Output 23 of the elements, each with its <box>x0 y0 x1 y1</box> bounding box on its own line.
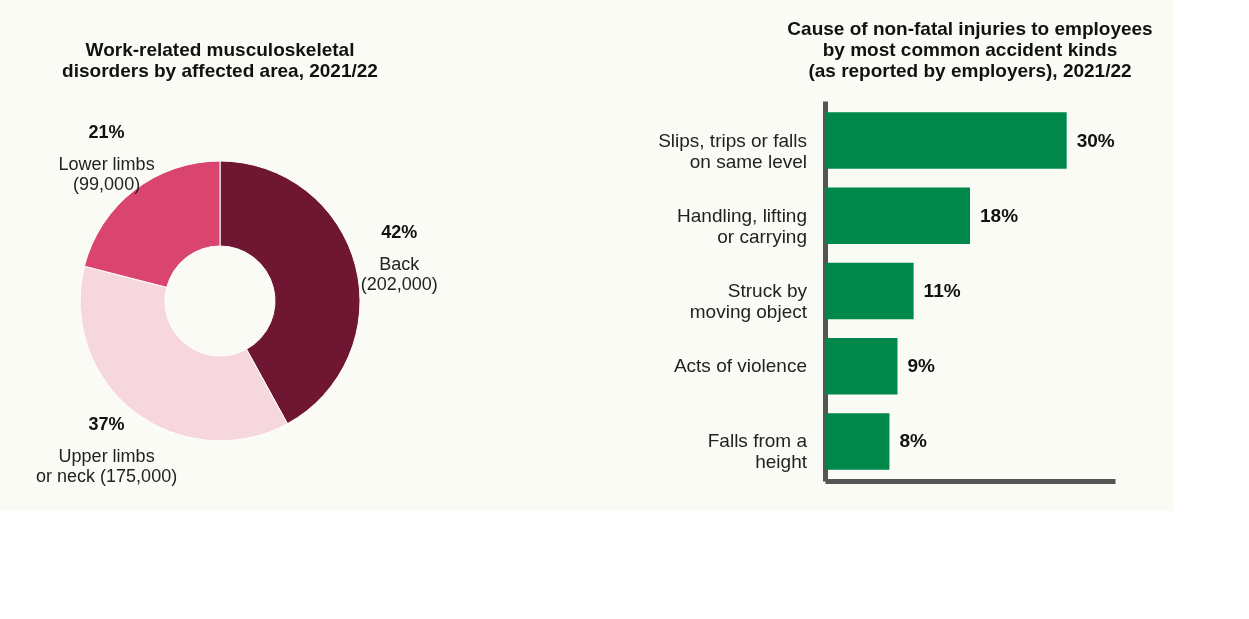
bar <box>825 413 890 470</box>
data-label: 11% <box>923 280 961 301</box>
category-label: Struck by moving object <box>689 280 807 322</box>
data-label: 21% <box>88 121 125 142</box>
category-label: Acts of violence <box>673 355 807 377</box>
bar <box>825 112 1067 169</box>
slice-label: Lower limbs (99,000) <box>58 153 155 194</box>
data-label: 37% <box>88 414 125 435</box>
chart-title: Work-related musculoskeletal disorders by affected area, 2021/22 <box>62 39 378 81</box>
slice-label: Upper limbs or neck (175,000) <box>36 446 178 487</box>
data-label: 42% <box>381 221 418 242</box>
chart-title: Cause of non-fatal injuries to employees by most common accident kinds (as reported by employers), 2021/22 <box>787 18 1153 81</box>
data-label: 8% <box>899 430 928 452</box>
slice-label: Back (202,000) <box>360 253 438 294</box>
category-label: Slips, trips or falls on same level <box>658 129 807 172</box>
bar <box>825 262 914 320</box>
category-label: Falls from a height <box>707 430 807 473</box>
data-label: 9% <box>907 355 936 377</box>
data-label: 30% <box>1076 129 1115 151</box>
bar <box>825 187 970 244</box>
data-label: 18% <box>980 204 1019 226</box>
category-label: Handling, lifting or carrying <box>677 204 807 247</box>
bar <box>825 338 898 395</box>
